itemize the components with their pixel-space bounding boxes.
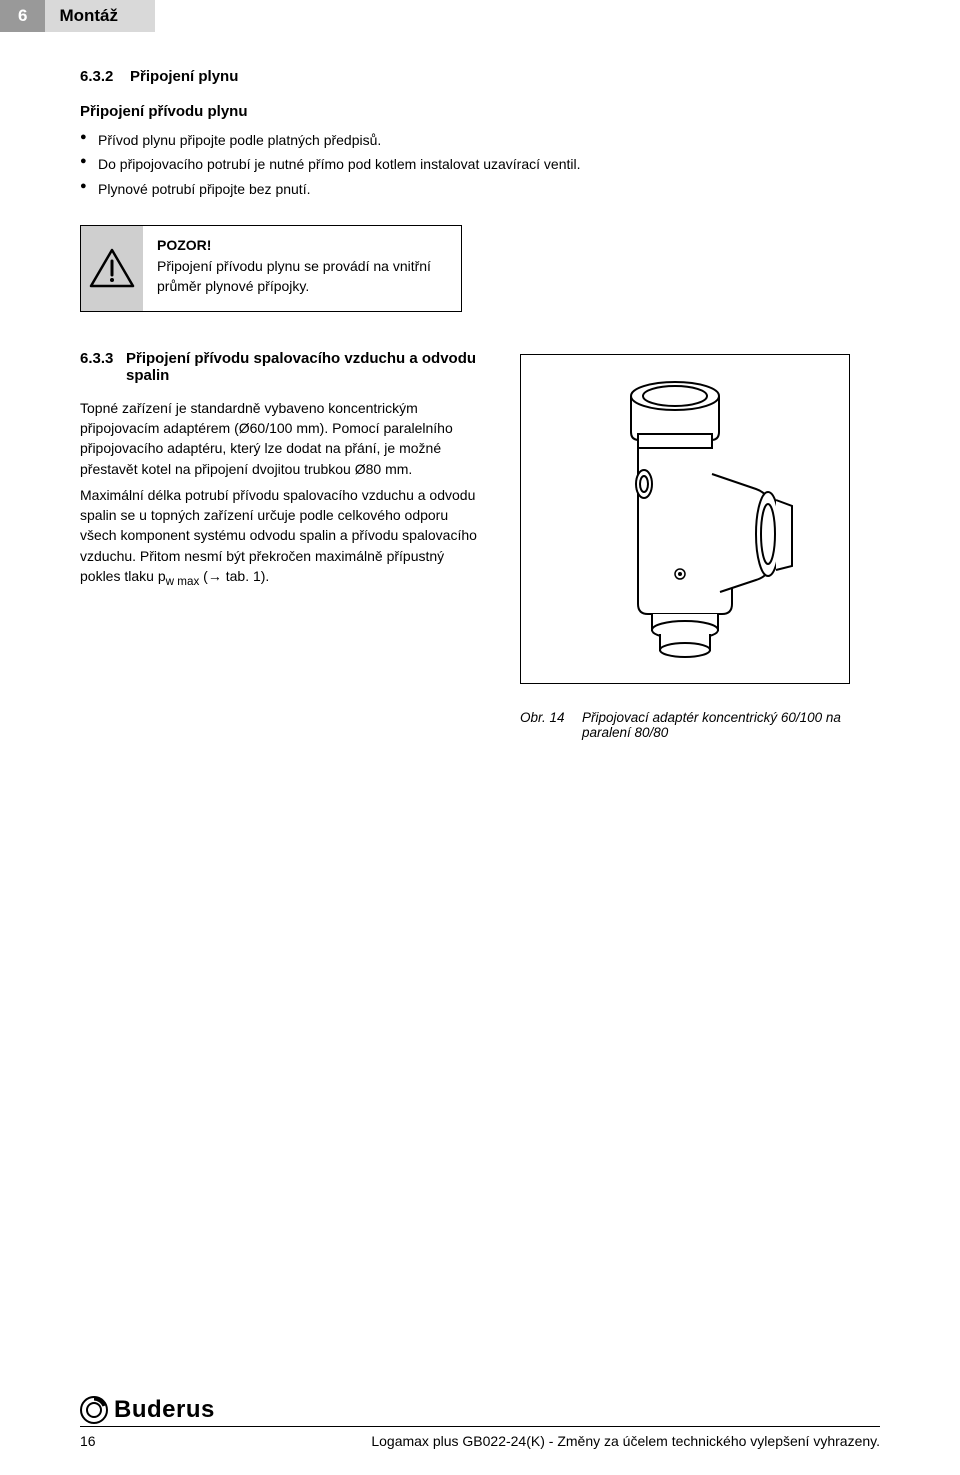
bullet-item: Plynové potrubí připojte bez pnutí.	[80, 179, 880, 199]
chapter-header: 6 Montáž	[0, 0, 960, 32]
warning-body: Připojení přívodu plynu se provádí na vn…	[157, 257, 447, 296]
brand: Buderus	[80, 1396, 880, 1424]
footer-row: 16 Logamax plus GB022-24(K) - Změny za ú…	[80, 1433, 880, 1449]
section-633-para2: Maximální délka potrubí přívodu spalovac…	[80, 485, 480, 591]
figure-caption: Obr. 14 Připojovací adaptér koncentrický…	[520, 710, 880, 740]
left-column: 6.3.3 Připojení přívodu spalovacího vzdu…	[80, 350, 480, 740]
figure-caption-text: Připojovací adaptér koncentrický 60/100 …	[582, 710, 880, 740]
para2-subscript: w max	[166, 575, 200, 588]
pipe-adapter-illustration	[560, 374, 810, 664]
warning-box: POZOR! Připojení přívodu plynu se provád…	[80, 225, 462, 312]
figure-number: Obr. 14	[520, 710, 582, 740]
warning-icon-cell	[81, 226, 143, 311]
bullet-item: Do připojovacího potrubí je nutné přímo …	[80, 154, 880, 174]
para2-part-b: (→ tab. 1).	[199, 568, 269, 584]
two-column-layout: 6.3.3 Připojení přívodu spalovacího vzdu…	[80, 350, 880, 740]
warning-triangle-icon	[89, 248, 135, 288]
page-content: 6.3.2 Připojení plynu Připojení přívodu …	[0, 32, 960, 740]
section-633-heading: 6.3.3 Připojení přívodu spalovacího vzdu…	[80, 350, 480, 384]
section-632-num: 6.3.2	[80, 68, 113, 85]
figure-box	[520, 354, 850, 684]
bullet-item: Přívod plynu připojte podle platných pře…	[80, 130, 880, 150]
warning-label: POZOR!	[157, 236, 447, 256]
brand-name: Buderus	[114, 1396, 215, 1424]
warning-text: POZOR! Připojení přívodu plynu se provád…	[143, 226, 461, 311]
bullet-list: Přívod plynu připojte podle platných pře…	[80, 130, 880, 199]
para2-part-a: Maximální délka potrubí přívodu spalovac…	[80, 487, 477, 584]
chapter-title: Montáž	[45, 0, 155, 32]
footer-rule	[80, 1426, 880, 1427]
section-633-para1: Topné zařízení je standardně vybaveno ko…	[80, 398, 480, 479]
footer-doc-title: Logamax plus GB022-24(K) - Změny za účel…	[371, 1433, 880, 1449]
brand-logo-icon	[80, 1396, 108, 1424]
page-number: 16	[80, 1433, 96, 1449]
section-633-num: 6.3.3	[80, 350, 126, 384]
page-footer: Buderus 16 Logamax plus GB022-24(K) - Zm…	[0, 1396, 960, 1475]
section-632-subheading: Připojení přívodu plynu	[80, 103, 880, 120]
right-column: Obr. 14 Připojovací adaptér koncentrický…	[520, 350, 880, 740]
chapter-number: 6	[0, 0, 45, 32]
section-632-heading: 6.3.2 Připojení plynu	[80, 68, 880, 85]
section-632-title: Připojení plynu	[130, 68, 238, 85]
section-633-title: Připojení přívodu spalovacího vzduchu a …	[126, 350, 480, 384]
